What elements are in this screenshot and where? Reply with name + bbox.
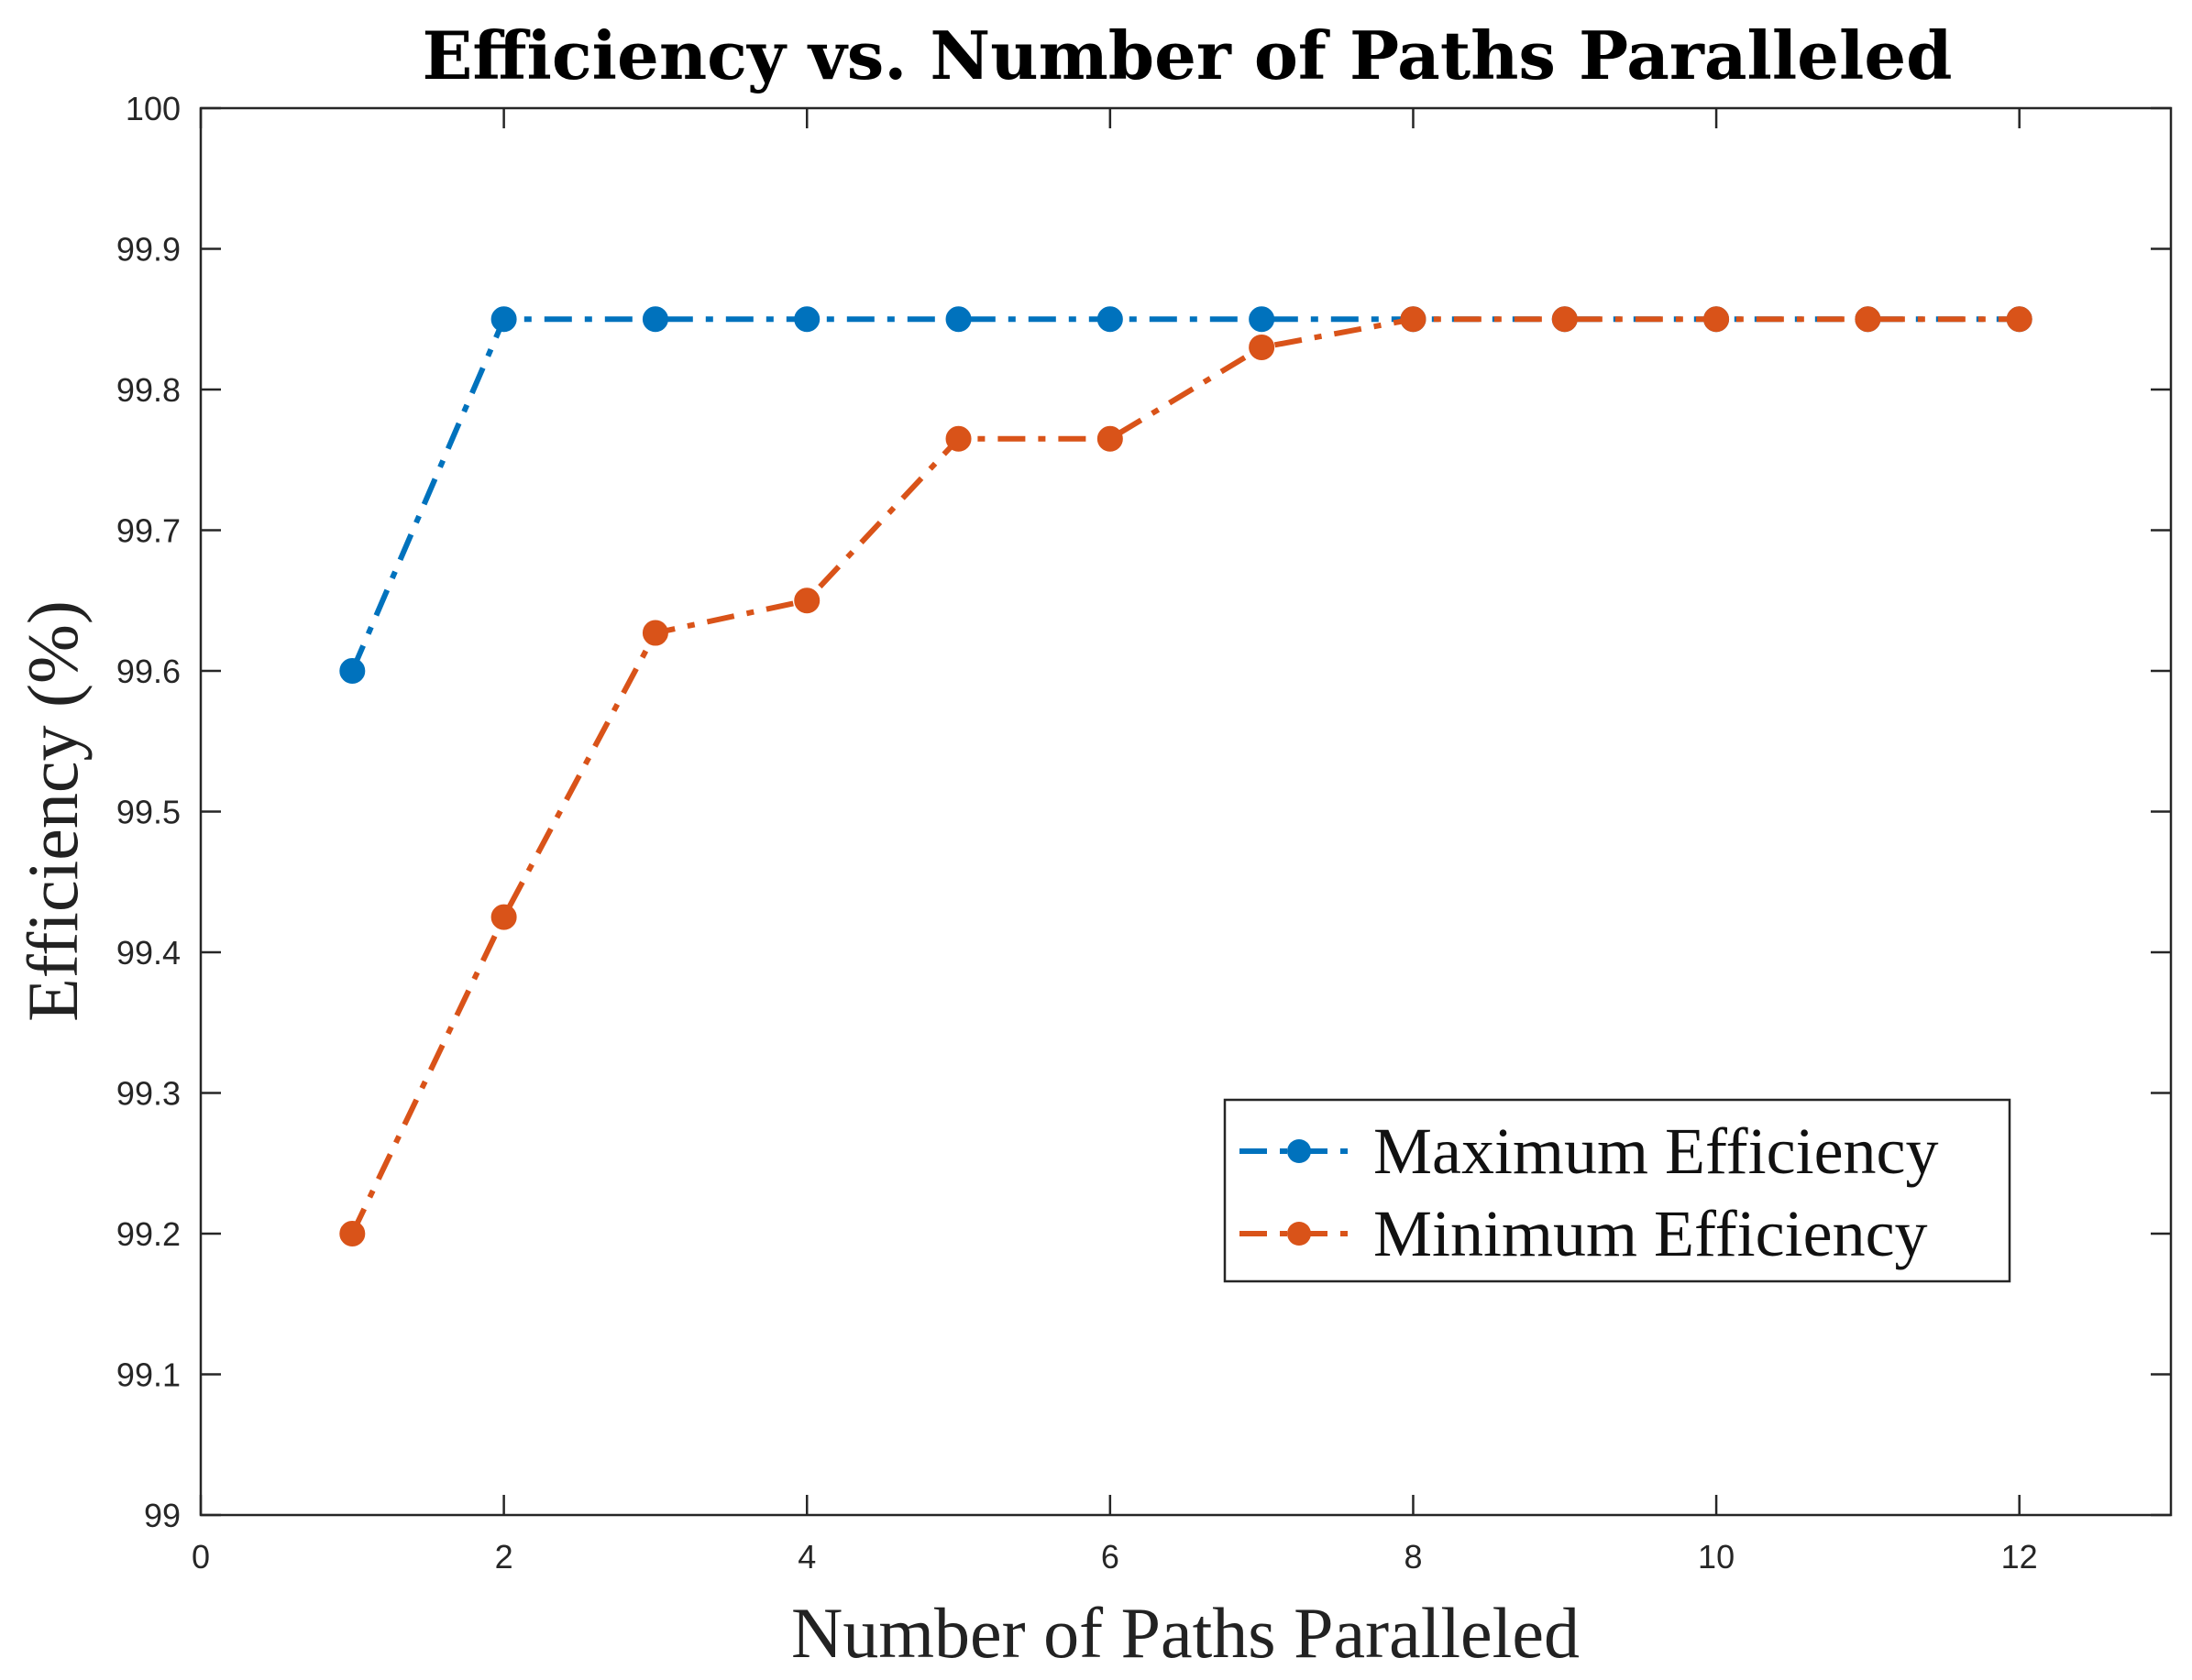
series-line-minimum-efficiency xyxy=(349,316,2020,1235)
data-point-minimum-efficiency xyxy=(1703,306,1730,333)
y-tick-label: 99.3 xyxy=(116,1075,181,1113)
x-tick-label: 4 xyxy=(798,1538,816,1576)
y-tick-label: 99.5 xyxy=(116,794,181,831)
y-tick-label: 99.9 xyxy=(116,231,181,269)
data-point-minimum-efficiency xyxy=(1551,306,1578,333)
legend-marker-minimum-efficiency xyxy=(1287,1222,1311,1246)
chart-title: Efficiency vs. Number of Paths Parallele… xyxy=(422,16,1952,94)
data-point-minimum-efficiency xyxy=(794,587,821,614)
x-axis-label: Number of Paths Paralleled xyxy=(791,1593,1580,1673)
y-tick-label: 99.8 xyxy=(116,371,181,409)
data-point-maximum-efficiency xyxy=(945,306,972,333)
y-axis-label: Efficiency (%) xyxy=(13,600,93,1022)
x-tick-label: 8 xyxy=(1404,1538,1422,1576)
x-tick-label: 12 xyxy=(2001,1538,2038,1576)
legend-entries: Maximum Efficiency Minimum Efficiency xyxy=(1239,1115,1939,1270)
data-point-maximum-efficiency xyxy=(1096,306,1123,333)
y-tick-label: 100 xyxy=(126,90,181,127)
y-tick-label: 99 xyxy=(144,1497,181,1534)
legend-box xyxy=(1223,1098,2011,1283)
y-tick-label: 99.4 xyxy=(116,934,181,972)
legend-label-minimum-efficiency: Minimum Efficiency xyxy=(1373,1197,1928,1270)
data-point-minimum-efficiency xyxy=(945,425,972,452)
x-tick-label: 0 xyxy=(192,1538,210,1576)
data-point-maximum-efficiency xyxy=(794,306,821,333)
data-point-minimum-efficiency xyxy=(1096,425,1123,452)
y-tick-label: 99.1 xyxy=(116,1356,181,1394)
data-point-minimum-efficiency xyxy=(642,620,668,646)
y-tick-label: 99.2 xyxy=(116,1215,181,1253)
y-tick-label: 99.7 xyxy=(116,512,181,550)
data-point-minimum-efficiency xyxy=(1855,306,1881,333)
data-point-minimum-efficiency xyxy=(490,904,517,930)
data-point-minimum-efficiency xyxy=(339,1221,366,1246)
legend-marker-maximum-efficiency xyxy=(1287,1139,1311,1163)
data-point-minimum-efficiency xyxy=(1400,306,1426,333)
series-layer xyxy=(339,306,2032,1246)
x-tick-label: 10 xyxy=(1698,1538,1735,1576)
data-point-maximum-efficiency xyxy=(642,306,668,333)
x-tick-label: 6 xyxy=(1101,1538,1119,1576)
y-tick-label: 99.6 xyxy=(116,653,181,690)
data-point-maximum-efficiency xyxy=(339,658,366,684)
series-minimum-efficiency xyxy=(339,306,2032,1246)
data-point-maximum-efficiency xyxy=(1249,306,1275,333)
x-tick-label: 2 xyxy=(495,1538,513,1576)
legend: Maximum Efficiency Minimum Efficiency xyxy=(1223,1098,2011,1283)
data-point-maximum-efficiency xyxy=(490,306,517,333)
ticks-layer: 0 2 4 6 8 10 12 99 99.1 99.2 99.3 99.4 99.5 99.6 99.7 9… xyxy=(116,90,2171,1576)
legend-label-maximum-efficiency: Maximum Efficiency xyxy=(1373,1115,1939,1188)
data-point-minimum-efficiency xyxy=(1249,334,1275,360)
plot-area: 0 2 4 6 8 10 12 99 99.1 99.2 99.3 99.4 99.5 99.6 99.7 9… xyxy=(116,90,2173,1576)
data-point-minimum-efficiency xyxy=(2006,306,2032,333)
